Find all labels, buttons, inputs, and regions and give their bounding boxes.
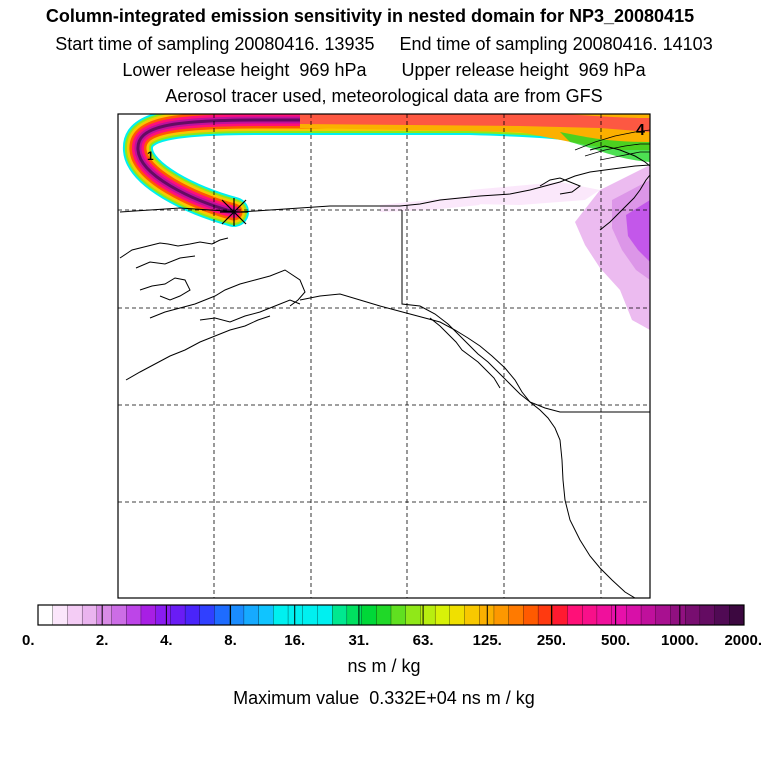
colorbar-cell <box>184 604 201 626</box>
colorbar-cell <box>170 604 186 626</box>
colorbar-cell <box>434 604 451 626</box>
colorbar-tick-label: 125. <box>473 632 502 649</box>
tracer-info-line: Aerosol tracer used, meteorological data… <box>165 86 603 106</box>
colorbar-cell <box>552 604 568 626</box>
plot-title: Column-integrated emission sensitivity i… <box>45 6 695 26</box>
colorbar-cell <box>199 604 215 626</box>
colorbar-cell <box>317 604 333 626</box>
colorbar-cell <box>111 604 127 626</box>
colorbar-cell <box>714 604 730 626</box>
colorbar-cell <box>229 604 245 626</box>
colorbar-tick-label: 1000. <box>661 632 699 649</box>
map-corner-label-right: 4 <box>636 122 645 139</box>
colorbar-tick-label: 250. <box>537 632 566 649</box>
colorbar-cell <box>655 604 671 626</box>
colorbar-cell <box>626 604 642 626</box>
colorbar-frame <box>37 604 745 626</box>
sensitivity-field-east <box>380 165 650 330</box>
colorbar-cell <box>493 604 510 626</box>
colorbar-cell <box>464 604 480 626</box>
colorbar-cell <box>567 604 583 626</box>
colorbar-cell <box>640 604 657 626</box>
colorbar-cell <box>140 604 157 626</box>
colorbar-cell <box>537 604 554 626</box>
colorbar-cell <box>449 604 465 626</box>
colorbar-tick-label: 16. <box>284 632 305 649</box>
colorbar-units: ns m / kg <box>347 656 421 676</box>
colorbar-tick-labels: 0. 2. 4. 8. 16. 31. 63. 125. 250. 500. 1000. 2000. <box>22 632 762 649</box>
contour-lines <box>574 129 650 161</box>
colorbar-tick-label: 0. <box>22 632 35 649</box>
colorbar-cell <box>126 604 142 626</box>
colorbar-cell <box>67 604 83 626</box>
colorbar-cell <box>523 604 539 626</box>
colorbar-cell <box>287 604 304 626</box>
borders <box>401 210 650 413</box>
colorbar-cells <box>37 604 745 626</box>
colorbar-tick-label: 31. <box>348 632 369 649</box>
colorbar-cell <box>273 604 289 626</box>
colorbar-cell <box>361 604 377 626</box>
colorbar-tick-label: 2. <box>96 632 109 649</box>
colorbar-cell <box>243 604 260 626</box>
colorbar-cell <box>96 604 112 626</box>
coastlines <box>119 145 650 598</box>
colorbar-cell <box>685 604 701 626</box>
colorbar-cell <box>479 604 495 626</box>
map-corner-label-left: 1 <box>147 149 154 163</box>
colorbar-cell <box>52 604 68 626</box>
colorbar-cell <box>405 604 421 626</box>
colorbar-tick-label: 4. <box>160 632 173 649</box>
colorbar-cell <box>155 604 171 626</box>
colorbar-cell <box>37 604 54 626</box>
maximum-value-text: Maximum value 0.332E+04 ns m / kg <box>233 688 535 708</box>
colorbar-cell <box>346 604 363 626</box>
colorbar-cell <box>81 604 98 626</box>
colorbar-cell <box>302 604 318 626</box>
colorbar-cell <box>376 604 392 626</box>
colorbar-cell <box>332 604 348 626</box>
colorbar-cell <box>699 604 716 626</box>
release-height-line: Lower release height 969 hPa Upper relea… <box>122 60 646 80</box>
plume-bands <box>123 114 650 227</box>
colorbar-cell <box>214 604 230 626</box>
colorbar-cell <box>390 604 407 626</box>
colorbar-cell <box>258 604 274 626</box>
colorbar-cell <box>729 604 745 626</box>
colorbar-cell <box>582 604 598 626</box>
colorbar-cell <box>508 604 524 626</box>
colorbar-tick-label: 63. <box>413 632 434 649</box>
colorbar-cell <box>611 604 627 626</box>
sampling-time-line: Start time of sampling 20080416. 13935 E… <box>55 34 713 54</box>
colorbar-cell <box>670 604 686 626</box>
colorbar-tick-label: 8. <box>224 632 237 649</box>
colorbar: 0. 2. 4. 8. 16. 31. 63. 125. 250. 500. 1000. 2000. <box>22 604 762 649</box>
colorbar-tick-label: 2000. <box>724 632 762 649</box>
colorbar-cell <box>596 604 613 626</box>
release-point-marker <box>220 198 248 226</box>
colorbar-tick-label: 500. <box>601 632 630 649</box>
graticule <box>118 114 650 598</box>
map-frame <box>117 113 651 599</box>
